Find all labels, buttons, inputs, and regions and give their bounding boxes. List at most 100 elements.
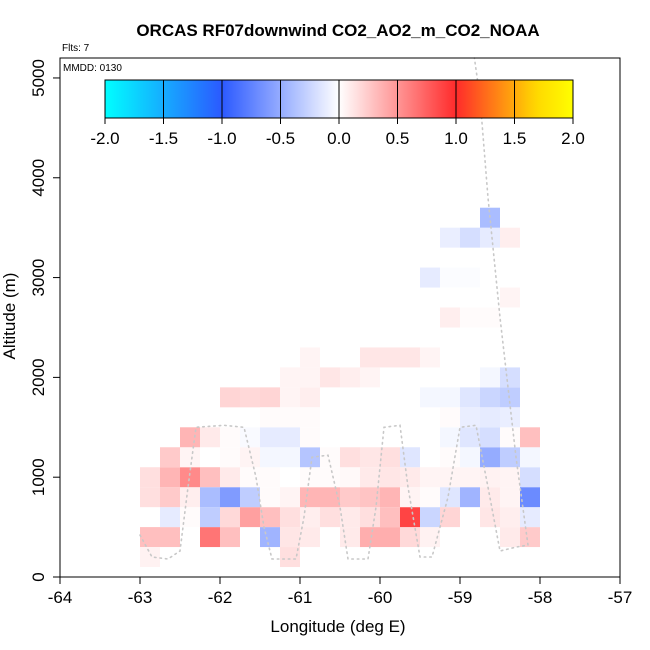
heatmap-cell	[260, 507, 280, 528]
heatmap-cell	[220, 427, 240, 448]
heatmap-cell	[160, 487, 180, 508]
heatmap-cell	[260, 527, 280, 548]
heatmap-cell	[280, 387, 300, 408]
heatmap-cell	[460, 447, 480, 468]
heatmap-cell	[500, 227, 520, 248]
heatmap-cell	[300, 447, 320, 468]
heatmap-cell	[480, 447, 500, 468]
heatmap-cell	[360, 467, 380, 488]
heatmap-cell	[420, 267, 440, 288]
x-axis-label: Longitude (deg E)	[270, 617, 405, 636]
heatmap-cell	[160, 467, 180, 488]
heatmap-cell	[380, 527, 400, 548]
heatmap-cell	[400, 467, 420, 488]
heatmap-cell	[380, 447, 400, 468]
flight-track-line	[139, 57, 529, 560]
colorbar-tick-label: 1.0	[444, 129, 468, 148]
flight-track	[139, 57, 529, 560]
heatmap-cell	[280, 407, 300, 428]
heatmap-cell	[260, 447, 280, 468]
heatmap-cell	[220, 487, 240, 508]
colorbar-tick-label: 0.5	[386, 129, 410, 148]
heatmap-cell	[480, 227, 500, 248]
colorbar-tick-label: 1.5	[503, 129, 527, 148]
heatmap-cell	[480, 427, 500, 448]
heatmap-cell	[360, 367, 380, 388]
heatmap-cell	[200, 527, 220, 548]
heatmap-cell	[420, 347, 440, 368]
heatmap-cell	[200, 487, 220, 508]
flights-label: Flts: 7	[62, 43, 90, 54]
heatmap-cell	[320, 487, 340, 508]
heatmap-cell	[460, 427, 480, 448]
heatmap-cell	[280, 487, 300, 508]
heatmap-cell	[440, 507, 460, 528]
heatmap-cell	[280, 447, 300, 468]
heatmap-cell	[320, 507, 340, 528]
colorbar-tick-label: -1.5	[149, 129, 178, 148]
x-tick-label: -62	[208, 588, 233, 607]
heatmap-cell	[260, 407, 280, 428]
heatmap-cell	[440, 467, 460, 488]
heatmap-cell	[360, 447, 380, 468]
heatmap-cell	[480, 467, 500, 488]
heatmap-cell	[180, 467, 200, 488]
heatmap-cell	[460, 407, 480, 428]
colorbar-tick-label: -1.0	[207, 129, 236, 148]
heatmap-cell	[200, 507, 220, 528]
heatmap-cell	[500, 507, 520, 528]
colorbar-tick-label: -2.0	[90, 129, 119, 148]
heatmap-cell	[300, 467, 320, 488]
heatmap-cell	[360, 507, 380, 528]
heatmap-cell	[380, 487, 400, 508]
heatmap-cell	[520, 427, 540, 448]
y-axis: 0 1000 2000 3000 4000 5000	[29, 59, 60, 582]
heatmap-cell	[440, 427, 460, 448]
heatmap-cell	[340, 467, 360, 488]
heatmap-cell	[160, 527, 180, 548]
heatmap-cells	[140, 207, 540, 568]
y-axis-label: Altitude (m)	[0, 273, 19, 360]
heatmap-cell	[500, 287, 520, 308]
heatmap-cell	[240, 507, 260, 528]
heatmap-cell	[380, 467, 400, 488]
heatmap-cell	[400, 507, 420, 528]
y-tick-label: 5000	[29, 59, 48, 97]
heatmap-cell	[180, 447, 200, 468]
x-tick-label: -63	[128, 588, 153, 607]
heatmap-cell	[260, 467, 280, 488]
heatmap-cell	[480, 487, 500, 508]
y-tick-label: 0	[29, 572, 48, 581]
y-tick-label: 4000	[29, 159, 48, 197]
heatmap-cell	[240, 447, 260, 468]
heatmap-cell	[460, 387, 480, 408]
heatmap-cell	[420, 487, 440, 508]
heatmap-cell	[460, 227, 480, 248]
heatmap-cell	[340, 367, 360, 388]
heatmap-cell	[200, 427, 220, 448]
x-axis: -64 -63 -62 -61 -60 -59 -58 -57	[48, 577, 632, 607]
colorbar: -2.0 -1.5 -1.0 -0.5 0.0 0.5 1.0 1.5 2.0	[90, 79, 585, 148]
heatmap-cell	[240, 487, 260, 508]
heatmap-cell	[340, 447, 360, 468]
heatmap-cell	[500, 367, 520, 388]
plot-frame	[59, 57, 621, 578]
heatmap-cell	[300, 427, 320, 448]
heatmap-cell	[500, 467, 520, 488]
heatmap-cell	[220, 387, 240, 408]
heatmap-cell	[500, 447, 520, 468]
y-tick-label: 2000	[29, 358, 48, 396]
heatmap-cell	[340, 507, 360, 528]
heatmap-cell	[360, 527, 380, 548]
heatmap-cell	[380, 347, 400, 368]
heatmap-cell	[440, 307, 460, 328]
heatmap-cell	[500, 527, 520, 548]
heatmap-cell	[440, 447, 460, 468]
heatmap-cell	[300, 407, 320, 428]
heatmap-cell	[340, 487, 360, 508]
y-tick-label: 3000	[29, 259, 48, 297]
heatmap-cell	[440, 487, 460, 508]
heatmap-cell	[520, 487, 540, 508]
heatmap-cell	[480, 407, 500, 428]
